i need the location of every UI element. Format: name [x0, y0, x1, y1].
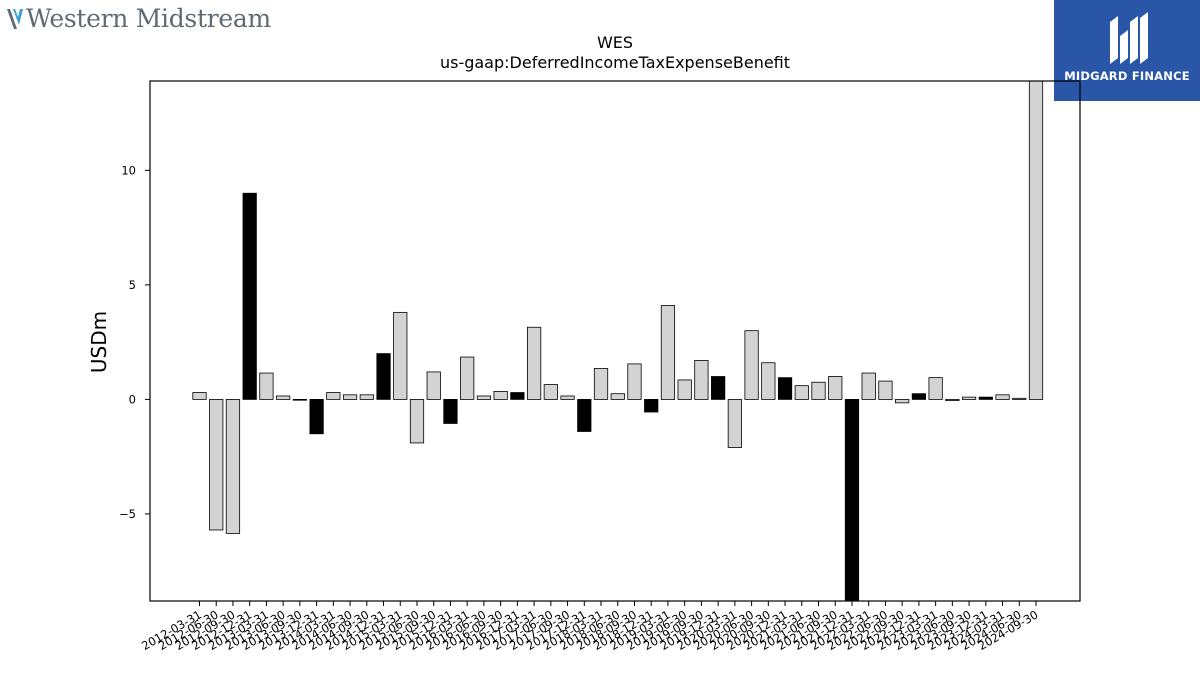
bar-2013-06-30 — [276, 395, 291, 400]
bar-2016-03-31 — [460, 356, 475, 400]
bar-2013-03-31 — [259, 372, 274, 400]
water-drop-icon — [7, 9, 23, 29]
bar-2013-09-30 — [292, 399, 307, 401]
bar-2020-12-31 — [777, 377, 793, 400]
bar-2019-06-30 — [677, 379, 692, 400]
plot-frame — [149, 80, 1081, 602]
y-tick-label: 0 — [129, 392, 136, 406]
chart-subtitle: us-gaap:DeferredIncomeTaxExpenseBenefit — [440, 53, 790, 72]
bar-2021-06-30 — [811, 381, 826, 400]
bar-2023-09-30 — [961, 396, 977, 400]
bar-2024-03-31 — [995, 394, 1010, 400]
bar-2017-09-30 — [560, 395, 575, 400]
bar-2017-06-30 — [543, 384, 558, 400]
brand-name: MIDGARD FINANCE — [1064, 69, 1190, 83]
bar-2024-06-30 — [1012, 397, 1027, 400]
bar-2017-03-31 — [527, 326, 542, 400]
bar-2016-06-30 — [476, 395, 492, 400]
bar-2015-03-31 — [393, 311, 408, 400]
bar-2021-12-31 — [844, 399, 860, 602]
brand-logo: MIDGARD FINANCE — [1054, 0, 1200, 101]
bar-2022-06-30 — [878, 380, 893, 400]
bar-2017-12-31 — [577, 399, 592, 432]
bar-2020-03-31 — [727, 399, 742, 448]
company-logo-text: Western Midstream — [26, 3, 271, 33]
bar-2015-12-31 — [443, 399, 458, 424]
bar-2014-12-31 — [376, 353, 391, 400]
bar-2014-03-31 — [326, 392, 341, 400]
y-tick-label: 5 — [129, 278, 136, 292]
bar-2018-12-31 — [644, 399, 659, 413]
bar-2022-12-31 — [911, 393, 926, 400]
bar-2012-03-31 — [192, 392, 207, 400]
y-axis-label: USDm — [87, 311, 111, 373]
bar-2018-09-30 — [627, 363, 642, 400]
bar-2014-06-30 — [342, 394, 358, 400]
bar-2015-06-30 — [409, 399, 425, 444]
bar-2021-03-31 — [794, 385, 809, 400]
bar-2020-06-30 — [744, 330, 759, 400]
bars-group — [192, 80, 1044, 602]
x-axis-ticks: 2012-03-312012-06-302012-09-302012-12-31… — [139, 601, 1041, 653]
chart-title: WES — [597, 33, 633, 52]
y-tick-label: 10 — [121, 163, 136, 177]
bar-2014-09-30 — [359, 394, 374, 400]
bar-2012-06-30 — [209, 399, 224, 531]
bar-2020-09-30 — [761, 362, 776, 400]
company-logo: Western Midstream — [5, 2, 271, 34]
bar-2019-09-30 — [694, 360, 709, 400]
bar-2022-09-30 — [895, 399, 910, 404]
y-axis-ticks: −5 0 5 10 — [119, 163, 150, 521]
brand-mark-icon — [1110, 12, 1148, 64]
bar-2023-06-30 — [945, 399, 960, 401]
bar-2023-12-31 — [978, 396, 993, 400]
bar-2018-06-30 — [610, 393, 625, 400]
bar-2013-12-31 — [309, 399, 324, 435]
bar-2019-03-31 — [660, 305, 676, 400]
bar-2019-12-31 — [711, 376, 726, 400]
bar-2012-09-30 — [225, 399, 241, 534]
bar-2015-09-30 — [426, 371, 441, 400]
bar-2018-03-31 — [593, 368, 609, 400]
bar-2022-03-31 — [861, 372, 876, 400]
bar-2016-12-31 — [510, 392, 525, 400]
y-tick-label: −5 — [119, 507, 136, 521]
bar-2016-09-30 — [493, 390, 508, 400]
bar-2023-03-31 — [928, 377, 943, 400]
bar-2012-12-31 — [242, 192, 257, 400]
bar-2024-09-30 — [1028, 80, 1044, 400]
bar-2021-09-30 — [828, 376, 843, 400]
